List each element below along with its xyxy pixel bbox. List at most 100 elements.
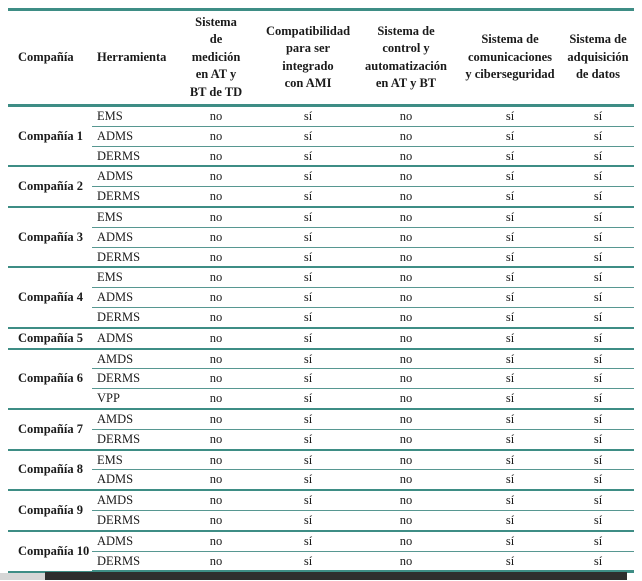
value-cell: no: [354, 368, 458, 390]
table-row: Compañía 5 ADMS no sí no sí sí: [8, 327, 634, 350]
value-cell: no: [354, 166, 458, 188]
value-cell: sí: [562, 388, 634, 410]
table-row: Compañía 8 EMS no sí no sí sí: [8, 449, 634, 492]
value-cell: no: [170, 186, 262, 208]
value-cell: no: [170, 469, 262, 492]
company-cell: Compañía 5: [8, 327, 92, 350]
company-tools-comparison-table: Compañía Herramienta Sistema de medición…: [8, 8, 634, 574]
bottom-gray-segment: [0, 573, 45, 580]
value-cell: no: [170, 388, 262, 410]
value-cell: no: [354, 126, 458, 147]
value-cell: no: [170, 449, 262, 471]
value-cell: sí: [562, 469, 634, 492]
table-row: DERMS no sí no sí sí: [8, 247, 634, 269]
value-cell: sí: [262, 227, 354, 248]
table-row: ADMS no sí no sí sí: [8, 227, 634, 248]
value-cell: no: [170, 307, 262, 329]
value-cell: sí: [562, 490, 634, 511]
value-cell: sí: [562, 287, 634, 308]
value-cell: sí: [262, 510, 354, 532]
value-cell: sí: [562, 368, 634, 390]
value-cell: sí: [562, 510, 634, 532]
value-cell: sí: [562, 307, 634, 329]
value-cell: no: [354, 227, 458, 248]
value-cell: sí: [458, 126, 562, 147]
value-cell: sí: [458, 490, 562, 511]
value-cell: no: [170, 408, 262, 430]
value-cell: sí: [458, 247, 562, 269]
value-cell: sí: [458, 227, 562, 248]
tool-cell: ADMS: [92, 227, 170, 248]
value-cell: no: [354, 105, 458, 127]
value-cell: sí: [458, 166, 562, 188]
value-cell: sí: [458, 307, 562, 329]
value-cell: sí: [262, 429, 354, 451]
value-cell: sí: [262, 408, 354, 430]
value-cell: no: [170, 429, 262, 451]
column-header-control: Sistema de control y automatización en A…: [354, 8, 458, 107]
value-cell: sí: [262, 105, 354, 127]
value-cell: sí: [458, 551, 562, 574]
value-cell: no: [354, 388, 458, 410]
tool-cell: EMS: [92, 449, 170, 471]
value-cell: sí: [562, 327, 634, 350]
comparison-table-wrap: Compañía Herramienta Sistema de medición…: [8, 8, 634, 574]
tool-cell: EMS: [92, 206, 170, 228]
header-row: Compañía Herramienta Sistema de medición…: [8, 8, 634, 107]
value-cell: sí: [458, 327, 562, 350]
value-cell: no: [354, 267, 458, 289]
value-cell: sí: [458, 348, 562, 370]
value-cell: no: [354, 327, 458, 350]
value-cell: no: [354, 449, 458, 471]
value-cell: sí: [458, 530, 562, 552]
value-cell: no: [170, 530, 262, 552]
value-cell: sí: [458, 429, 562, 451]
company-cell: Compañía 8: [8, 449, 92, 492]
value-cell: sí: [262, 551, 354, 574]
value-cell: sí: [458, 206, 562, 228]
value-cell: no: [170, 126, 262, 147]
tool-cell: DERMS: [92, 429, 170, 451]
value-cell: sí: [262, 327, 354, 350]
column-header-company: Compañía: [8, 8, 92, 107]
value-cell: no: [170, 267, 262, 289]
company-cell: Compañía 10: [8, 530, 92, 573]
value-cell: no: [170, 227, 262, 248]
tool-cell: DERMS: [92, 307, 170, 329]
table-row: Compañía 10 ADMS no sí no sí sí: [8, 530, 634, 573]
company-cell: Compañía 4: [8, 267, 92, 329]
value-cell: sí: [262, 307, 354, 329]
company-cell: Compañía 3: [8, 206, 92, 269]
value-cell: no: [354, 469, 458, 492]
company-cell: Compañía 6: [8, 348, 92, 410]
tool-cell: EMS: [92, 105, 170, 127]
value-cell: no: [354, 287, 458, 308]
table-row: Compañía 3 EMS no sí no sí sí: [8, 206, 634, 269]
value-cell: sí: [262, 490, 354, 511]
tool-cell: DERMS: [92, 551, 170, 574]
value-cell: no: [354, 146, 458, 168]
tool-cell: ADMS: [92, 287, 170, 308]
value-cell: no: [170, 247, 262, 269]
value-cell: sí: [262, 469, 354, 492]
value-cell: sí: [262, 287, 354, 308]
tool-cell: DERMS: [92, 247, 170, 269]
value-cell: sí: [262, 166, 354, 188]
value-cell: sí: [262, 368, 354, 390]
tool-cell: VPP: [92, 388, 170, 410]
tool-cell: ADMS: [92, 166, 170, 188]
table-row: DERMS no sí no sí sí: [8, 429, 634, 451]
tool-cell: EMS: [92, 267, 170, 289]
value-cell: sí: [458, 469, 562, 492]
value-cell: sí: [562, 146, 634, 168]
company-cell: Compañía 2: [8, 166, 92, 208]
table-row: Compañía 7 AMDS no sí no sí sí: [8, 408, 634, 451]
table-row: DERMS no sí no sí sí: [8, 307, 634, 329]
column-header-adquisicion: Sistema de adquisición de datos: [562, 8, 634, 107]
value-cell: sí: [458, 287, 562, 308]
value-cell: sí: [458, 449, 562, 471]
value-cell: sí: [562, 267, 634, 289]
value-cell: sí: [562, 227, 634, 248]
table-header: Compañía Herramienta Sistema de medición…: [8, 8, 634, 107]
value-cell: no: [170, 146, 262, 168]
